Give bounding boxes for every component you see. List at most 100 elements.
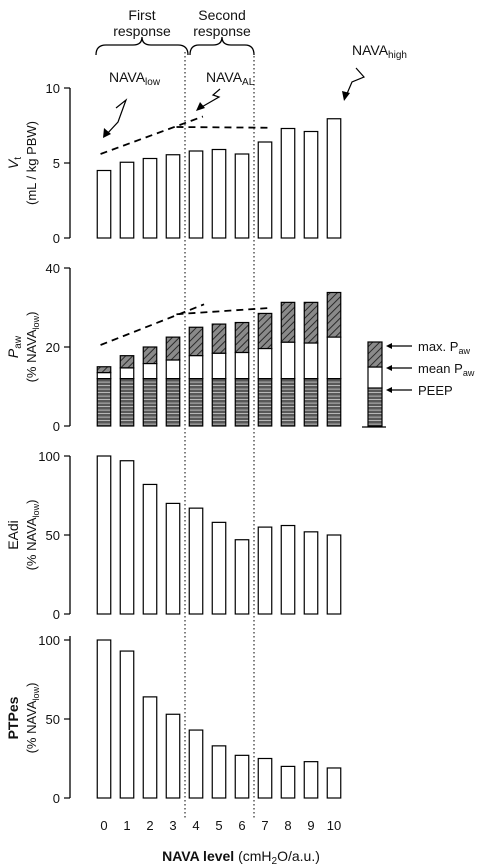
bar-tidal-volume [96, 169, 112, 239]
panel-tidal-volume: 0 5 10 Vt (mL / kg PBW) [5, 81, 342, 246]
bar-peep [280, 378, 296, 427]
first-response-label-line1: First [128, 7, 155, 23]
nava-al-label: NAVAAL [206, 69, 255, 88]
nava-high-label: NAVAhigh [352, 42, 407, 61]
ptpes-y-label: PTPes [5, 696, 21, 739]
first-response-label-line2: response [113, 23, 171, 39]
y-tick-label: 5 [53, 156, 60, 171]
x-tick-label: 8 [284, 818, 291, 833]
legend-swatch-peep [367, 387, 383, 427]
paw-legend: max. Paw mean Paw PEEP [362, 339, 475, 428]
bar-peep [165, 378, 181, 427]
nava-high-arrow [345, 67, 366, 97]
ptpes-y-ticks: 0 50 100 [38, 633, 70, 806]
y-tick-label: 50 [46, 712, 60, 727]
bar-eadi [211, 521, 227, 615]
bar-max-paw [165, 336, 181, 361]
eadi-bars [96, 455, 342, 615]
eadi-y-label: EAdi [5, 520, 21, 550]
x-tick-label: 7 [261, 818, 268, 833]
y-tick-label: 100 [38, 449, 60, 464]
bar-max-paw [257, 312, 273, 350]
bar-eadi [96, 455, 112, 615]
bar-max-paw [280, 301, 296, 343]
legend-peep-arrowhead [386, 387, 392, 393]
bar-eadi [188, 507, 204, 615]
tidal-volume-bars [96, 118, 342, 239]
bar-eadi [142, 483, 158, 615]
bar-ptpes [234, 754, 250, 799]
ptpes-bars [96, 639, 342, 799]
legend-max-label: max. Paw [418, 339, 470, 356]
x-tick-label: 2 [146, 818, 153, 833]
tidal-volume-y-ticks: 0 5 10 [46, 81, 70, 246]
bar-peep [96, 378, 112, 427]
airway-pressure-bars [96, 291, 342, 427]
legend-swatch-mean [367, 366, 383, 389]
bar-mean-paw [119, 367, 135, 380]
trend-line [176, 306, 271, 316]
bar-mean-paw [142, 362, 158, 380]
bar-eadi [165, 502, 181, 615]
bar-max-paw [303, 301, 319, 344]
bar-max-paw [96, 366, 112, 374]
y-tick-label: 100 [38, 633, 60, 648]
bar-max-paw [188, 326, 204, 357]
bar-tidal-volume [280, 127, 296, 239]
nava-al-arrowhead [196, 102, 205, 111]
trend-line [176, 126, 271, 129]
eadi-y-ticks: 0 50 100 [38, 449, 70, 622]
bar-mean-paw [280, 341, 296, 380]
legend-peep-label: PEEP [418, 383, 453, 398]
panel-ptpes: 0 50 100 PTPes (% NAVAlow) [5, 633, 342, 806]
bar-tidal-volume [165, 154, 181, 239]
tidal-volume-y-label: Vt [5, 157, 24, 169]
airway-pressure-y-ticks: 0 20 40 [46, 261, 70, 434]
bar-peep [257, 378, 273, 427]
airway-pressure-y-label: Paw [5, 335, 24, 358]
response-annotations: First response Second response NAVAlow N… [95, 7, 407, 138]
bar-eadi [303, 531, 319, 615]
bar-tidal-volume [119, 161, 135, 239]
trend-line [100, 303, 205, 346]
bar-ptpes [96, 639, 112, 799]
airway-pressure-trend-lines [100, 303, 271, 346]
ptpes-y-units: (% NAVAlow) [24, 683, 41, 754]
bar-mean-paw [96, 372, 112, 380]
x-tick-labels: 0 1 2 3 4 5 6 7 8 9 10 [100, 818, 341, 833]
legend-swatch-max [367, 341, 383, 368]
bar-tidal-volume [234, 153, 250, 239]
nava-low-arrow [105, 98, 128, 136]
y-tick-label: 0 [53, 231, 60, 246]
nava-low-label: NAVAlow [109, 69, 161, 88]
x-tick-label: 6 [238, 818, 245, 833]
x-tick-label: 0 [100, 818, 107, 833]
legend-max-arrowhead [386, 343, 392, 349]
bar-max-paw [142, 346, 158, 365]
panel-eadi: 0 50 100 EAdi (% NAVAlow) [5, 449, 342, 622]
x-tick-label: 1 [123, 818, 130, 833]
bar-mean-paw [211, 352, 227, 380]
nava-al-arrow [199, 88, 221, 109]
bar-max-paw [326, 291, 342, 338]
x-axis-label: NAVA level (cmH2O/a.u.) [162, 848, 320, 867]
y-tick-label: 0 [53, 607, 60, 622]
bar-tidal-volume [142, 157, 158, 239]
bar-eadi [326, 534, 342, 615]
bar-mean-paw [165, 359, 181, 380]
bar-eadi [119, 460, 135, 615]
bar-peep [188, 378, 204, 427]
x-tick-label: 10 [327, 818, 341, 833]
legend-mean-arrowhead [386, 365, 392, 371]
second-response-label-line2: response [193, 23, 251, 39]
bar-eadi [257, 526, 273, 615]
eadi-y-units: (% NAVAlow) [24, 500, 41, 571]
x-tick-label: 5 [215, 818, 222, 833]
bar-ptpes [280, 765, 296, 799]
bar-max-paw [234, 321, 250, 354]
second-response-brace [189, 36, 255, 56]
y-tick-label: 0 [53, 791, 60, 806]
bar-max-paw [211, 323, 227, 354]
bar-tidal-volume [188, 150, 204, 239]
